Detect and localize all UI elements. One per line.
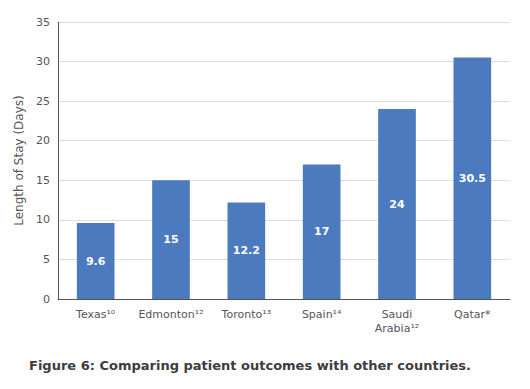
svg-text:9.6: 9.6	[86, 255, 106, 268]
svg-text:Length of Stay (Days): Length of Stay (Days)	[12, 95, 26, 226]
svg-text:0: 0	[43, 293, 50, 306]
svg-text:Saudi: Saudi	[382, 308, 413, 321]
svg-text:30: 30	[36, 55, 50, 68]
svg-text:Qatar*: Qatar*	[454, 308, 491, 321]
svg-text:24: 24	[389, 198, 405, 211]
svg-text:20: 20	[36, 134, 50, 147]
svg-text:15: 15	[163, 233, 178, 246]
svg-text:Toronto¹³: Toronto¹³	[221, 308, 271, 321]
svg-text:25: 25	[36, 95, 50, 108]
svg-text:5: 5	[43, 253, 50, 266]
svg-text:Spain¹⁴: Spain¹⁴	[302, 308, 342, 321]
svg-text:12.2: 12.2	[233, 244, 260, 257]
svg-text:Edmonton¹²: Edmonton¹²	[138, 308, 203, 321]
svg-text:30.5: 30.5	[459, 172, 486, 185]
svg-text:Arabia¹²: Arabia¹²	[375, 322, 419, 335]
svg-text:35: 35	[36, 16, 50, 29]
svg-text:Texas¹⁰: Texas¹⁰	[75, 308, 116, 321]
svg-text:10: 10	[36, 213, 50, 226]
svg-text:17: 17	[314, 225, 329, 238]
svg-text:15: 15	[36, 174, 50, 187]
svg-text:Figure 6: Comparing patient ou: Figure 6: Comparing patient outcomes wit…	[29, 358, 471, 373]
